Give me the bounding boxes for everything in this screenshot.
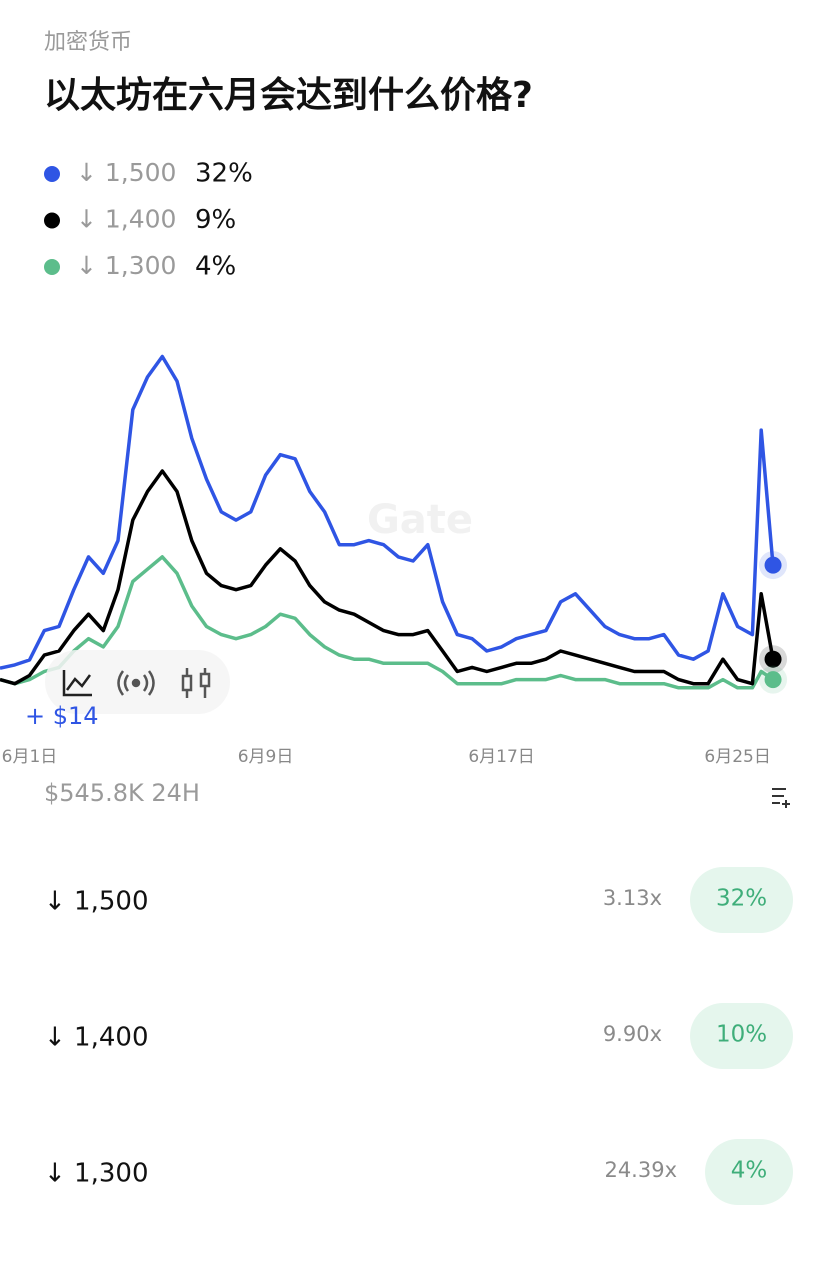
legend-dot (44, 166, 60, 182)
x-tick-label: 6月9日 (238, 747, 294, 767)
chart-mode-switch[interactable] (45, 650, 230, 714)
chart: 6月1日 6月9日 6月17日 6月25日 (0, 354, 788, 767)
outcome-row[interactable]: ↓ 1,300 4% 24.39x (44, 1139, 793, 1205)
chance-pill[interactable] (705, 1139, 793, 1205)
legend-percent: 9% (195, 205, 236, 235)
outcome-label: ↓ 1,400 (44, 1023, 148, 1053)
line-icon[interactable] (62, 670, 92, 697)
watermark: Gate (367, 497, 473, 543)
outcome-label: ↓ 1,300 (44, 1159, 148, 1189)
outcome-row[interactable]: ↓ 1,500 32% 3.13x (44, 867, 793, 933)
chance: 4% (731, 1158, 768, 1184)
live-icon[interactable] (117, 670, 155, 696)
category: 加密货币 (44, 30, 132, 55)
outcome-list: ↓ 1,500 32% 3.13x ↓ 1,400 10% 9.90x ↓ 1,300 4% 2… (44, 867, 793, 1205)
chance: 10% (716, 1022, 767, 1048)
legend-label: ↓ 1,300 (76, 251, 176, 280)
legend-dot (44, 212, 60, 229)
chance-pill[interactable] (690, 867, 793, 933)
end-dot (764, 650, 782, 668)
outcome-label: ↓ 1,500 (44, 887, 148, 917)
x-tick-label: 6月25日 (704, 747, 770, 767)
legend-label: ↓ 1,400 (76, 205, 176, 234)
candle-icon[interactable] (181, 668, 211, 698)
filter-icon[interactable] (772, 788, 790, 808)
chance-pill[interactable] (690, 1003, 793, 1069)
price-change: + $14 (25, 702, 99, 730)
multiplier: 3.13x (603, 886, 662, 910)
series-line (0, 354, 775, 670)
legend-label: ↓ 1,500 (76, 158, 176, 187)
series-line (0, 469, 775, 686)
volume: $545.8K 24H (44, 779, 200, 807)
x-tick-label: 6月1日 (2, 747, 58, 767)
end-dot (764, 556, 782, 574)
end-dot (764, 671, 782, 689)
title: 以太坊在六月会达到什么价格? (44, 75, 533, 116)
legend-percent: 32% (195, 159, 253, 189)
outcome-row[interactable]: ↓ 1,400 10% 9.90x (44, 1003, 793, 1069)
series-line (0, 555, 774, 690)
multiplier: 9.90x (603, 1022, 662, 1046)
legend-dot (44, 259, 60, 275)
multiplier: 24.39x (604, 1158, 677, 1182)
legend-percent: 4% (195, 252, 236, 282)
chance: 32% (716, 886, 767, 912)
x-tick-label: 6月17日 (468, 747, 534, 767)
